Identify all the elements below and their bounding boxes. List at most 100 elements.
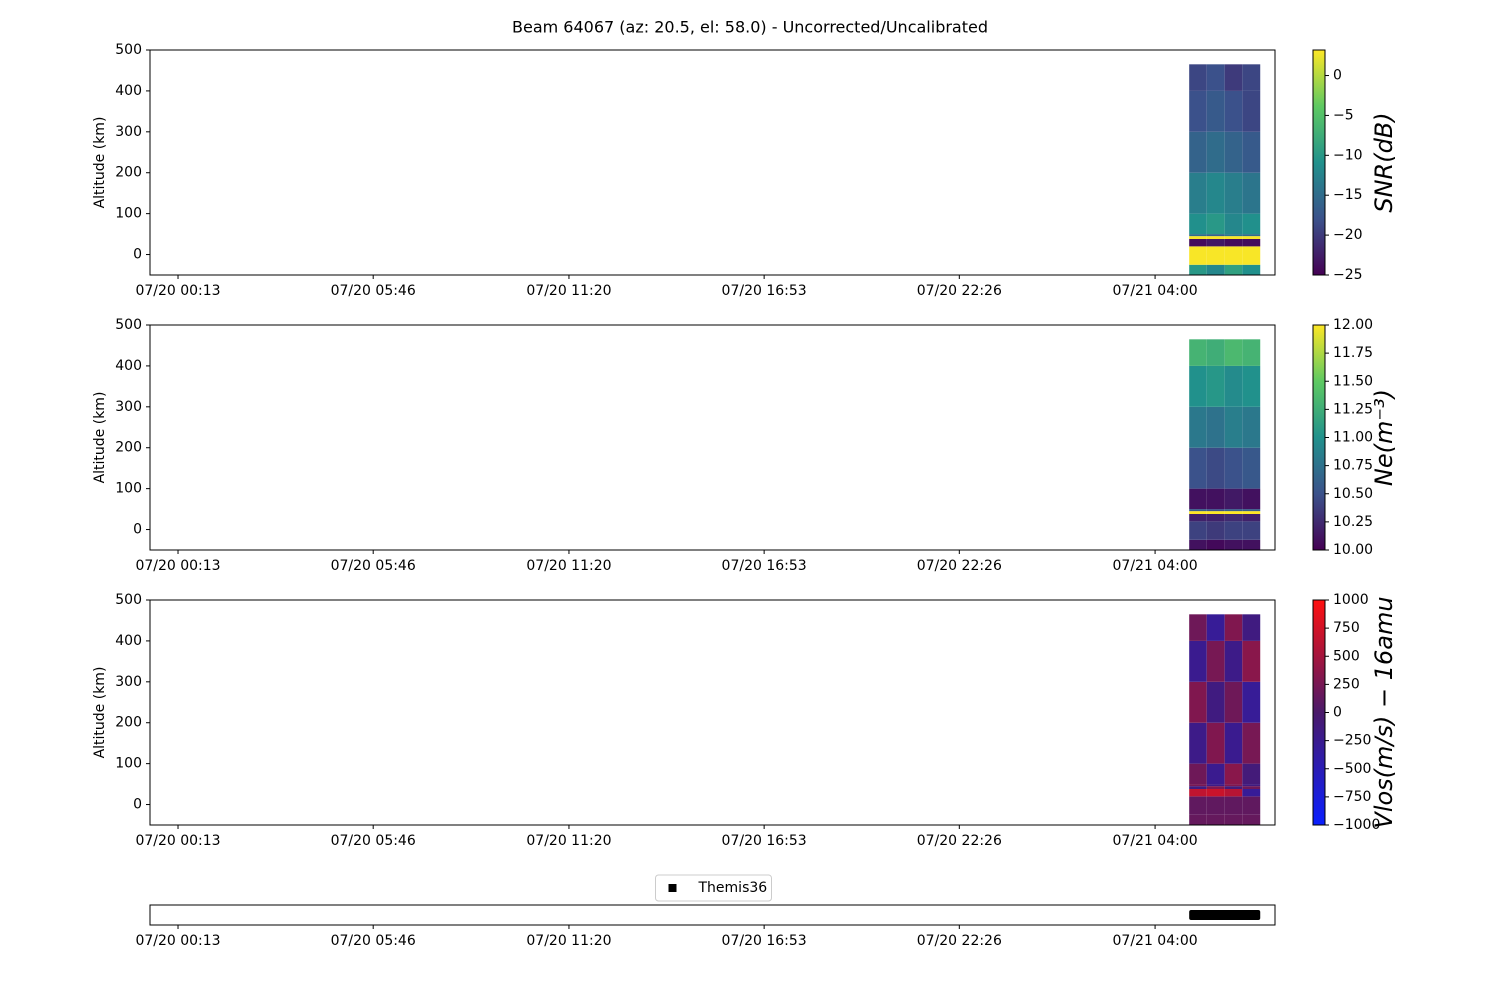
heatmap-cell (1242, 488, 1261, 510)
heatmap-cell (1206, 763, 1225, 785)
x-tick-label: 07/20 22:26 (917, 933, 1002, 949)
heatmap-cell (1206, 236, 1225, 239)
heatmap-cell (1242, 521, 1261, 540)
x-tick-label: 07/20 00:13 (135, 558, 220, 574)
heatmap-cell (1224, 681, 1243, 723)
heatmap-cell (1224, 213, 1243, 235)
y-tick-label: 200 (115, 715, 142, 731)
plot-frame (149, 324, 1276, 551)
colorbar-tick-label: −500 (1333, 761, 1371, 777)
heatmap-cell (1242, 131, 1261, 173)
heatmap-cell (1206, 786, 1225, 789)
colorbar-tick-label: −1000 (1333, 817, 1380, 833)
heatmap-cell (1242, 213, 1261, 235)
heatmap-cell (1224, 488, 1243, 510)
heatmap-cell (1189, 539, 1207, 550)
heatmap-cell (1224, 264, 1243, 275)
colorbar-tick-label: 250 (1333, 676, 1360, 692)
heatmap-cell (1242, 681, 1261, 723)
y-axis-label: Altitude (km) (92, 667, 108, 759)
colorbar-tick-label: −750 (1333, 789, 1371, 805)
heatmap-cell (1242, 239, 1261, 247)
x-tick-label: 07/20 22:26 (917, 558, 1002, 574)
heatmap-cell (1224, 447, 1243, 489)
heatmap-cell (1242, 406, 1261, 448)
heatmap-cell (1189, 172, 1207, 214)
y-tick-label: 300 (115, 674, 142, 690)
y-tick-label: 0 (133, 522, 142, 538)
heatmap-cell (1206, 640, 1225, 682)
heatmap-cell (1242, 365, 1261, 407)
y-tick-label: 100 (115, 756, 142, 772)
heatmap-cell (1242, 539, 1261, 550)
colorbar-tick-label: 750 (1333, 620, 1360, 636)
heatmap-cell (1189, 786, 1207, 789)
figure-title: Beam 64067 (az: 20.5, el: 58.0) - Uncorr… (512, 18, 988, 37)
colorbar-tick-label: −15 (1333, 187, 1363, 203)
heatmap-cell (1206, 521, 1225, 540)
heatmap-cell (1189, 681, 1207, 723)
x-tick-label: 07/20 22:26 (917, 833, 1002, 849)
colorbar-tick-label: 500 (1333, 648, 1360, 664)
x-tick-label: 07/21 04:00 (1113, 933, 1198, 949)
heatmap-cell (1189, 236, 1207, 239)
heatmap-cell (1189, 796, 1207, 815)
x-tick-label: 07/20 16:53 (722, 558, 807, 574)
heatmap-cell (1189, 64, 1207, 91)
x-tick-label: 07/20 00:13 (135, 283, 220, 299)
heatmap-cell (1206, 789, 1225, 797)
heatmap-cell (1224, 246, 1243, 265)
colorbar-tick-label: 11.50 (1333, 373, 1373, 389)
heatmap-cell (1224, 172, 1243, 214)
heatmap-cell (1206, 814, 1225, 825)
heatmap-cell (1206, 264, 1225, 275)
heatmap-cell (1224, 796, 1243, 815)
heatmap-cell (1224, 64, 1243, 91)
heatmap-cell (1189, 784, 1207, 787)
y-tick-label: 200 (115, 165, 142, 181)
heatmap-cell (1189, 488, 1207, 510)
colorbar-tick-label: −250 (1333, 733, 1371, 749)
heatmap-cell (1224, 236, 1243, 239)
y-tick-label: 100 (115, 481, 142, 497)
heatmap-cell (1189, 514, 1207, 522)
heatmap-cell (1206, 514, 1225, 522)
y-tick-label: 400 (115, 358, 142, 374)
heatmap-cell (1224, 90, 1243, 132)
heatmap-cell (1224, 131, 1243, 173)
colorbar-tick-label: 11.75 (1333, 345, 1373, 361)
colorbar-tick-label: 10.00 (1333, 542, 1373, 558)
heatmap-cell (1206, 246, 1225, 265)
heatmap-cell (1206, 511, 1225, 514)
colorbar-tick-label: −10 (1333, 147, 1363, 163)
heatmap-cell (1206, 213, 1225, 235)
colorbar-tick-label: 12.00 (1333, 317, 1373, 333)
y-tick-label: 300 (115, 124, 142, 140)
heatmap-cell (1224, 514, 1243, 522)
heatmap-cell (1189, 339, 1207, 366)
colorbar-tick-label: −5 (1333, 107, 1354, 123)
heatmap-cell (1206, 239, 1225, 247)
heatmap-cell (1242, 640, 1261, 682)
heatmap-cell (1242, 236, 1261, 239)
colorbar-tick-label: 11.25 (1333, 401, 1373, 417)
plot-frame (149, 904, 1276, 926)
colorbar (1312, 49, 1326, 276)
colorbar (1312, 599, 1326, 826)
heatmap-cell (1242, 722, 1261, 764)
heatmap-cell (1224, 614, 1243, 641)
heatmap-cell (1242, 789, 1261, 797)
heatmap-cell (1189, 213, 1207, 235)
heatmap-cell (1206, 90, 1225, 132)
y-tick-label: 0 (133, 247, 142, 263)
heatmap-cell (1242, 514, 1261, 522)
heatmap-cell (1224, 789, 1243, 797)
heatmap-cell (1242, 90, 1261, 132)
y-tick-label: 400 (115, 633, 142, 649)
heatmap-cell (1189, 406, 1207, 448)
heatmap-cell (1224, 234, 1243, 237)
legend-marker (668, 884, 677, 892)
heatmap-cell (1242, 614, 1261, 641)
x-tick-label: 07/20 11:20 (526, 933, 611, 949)
